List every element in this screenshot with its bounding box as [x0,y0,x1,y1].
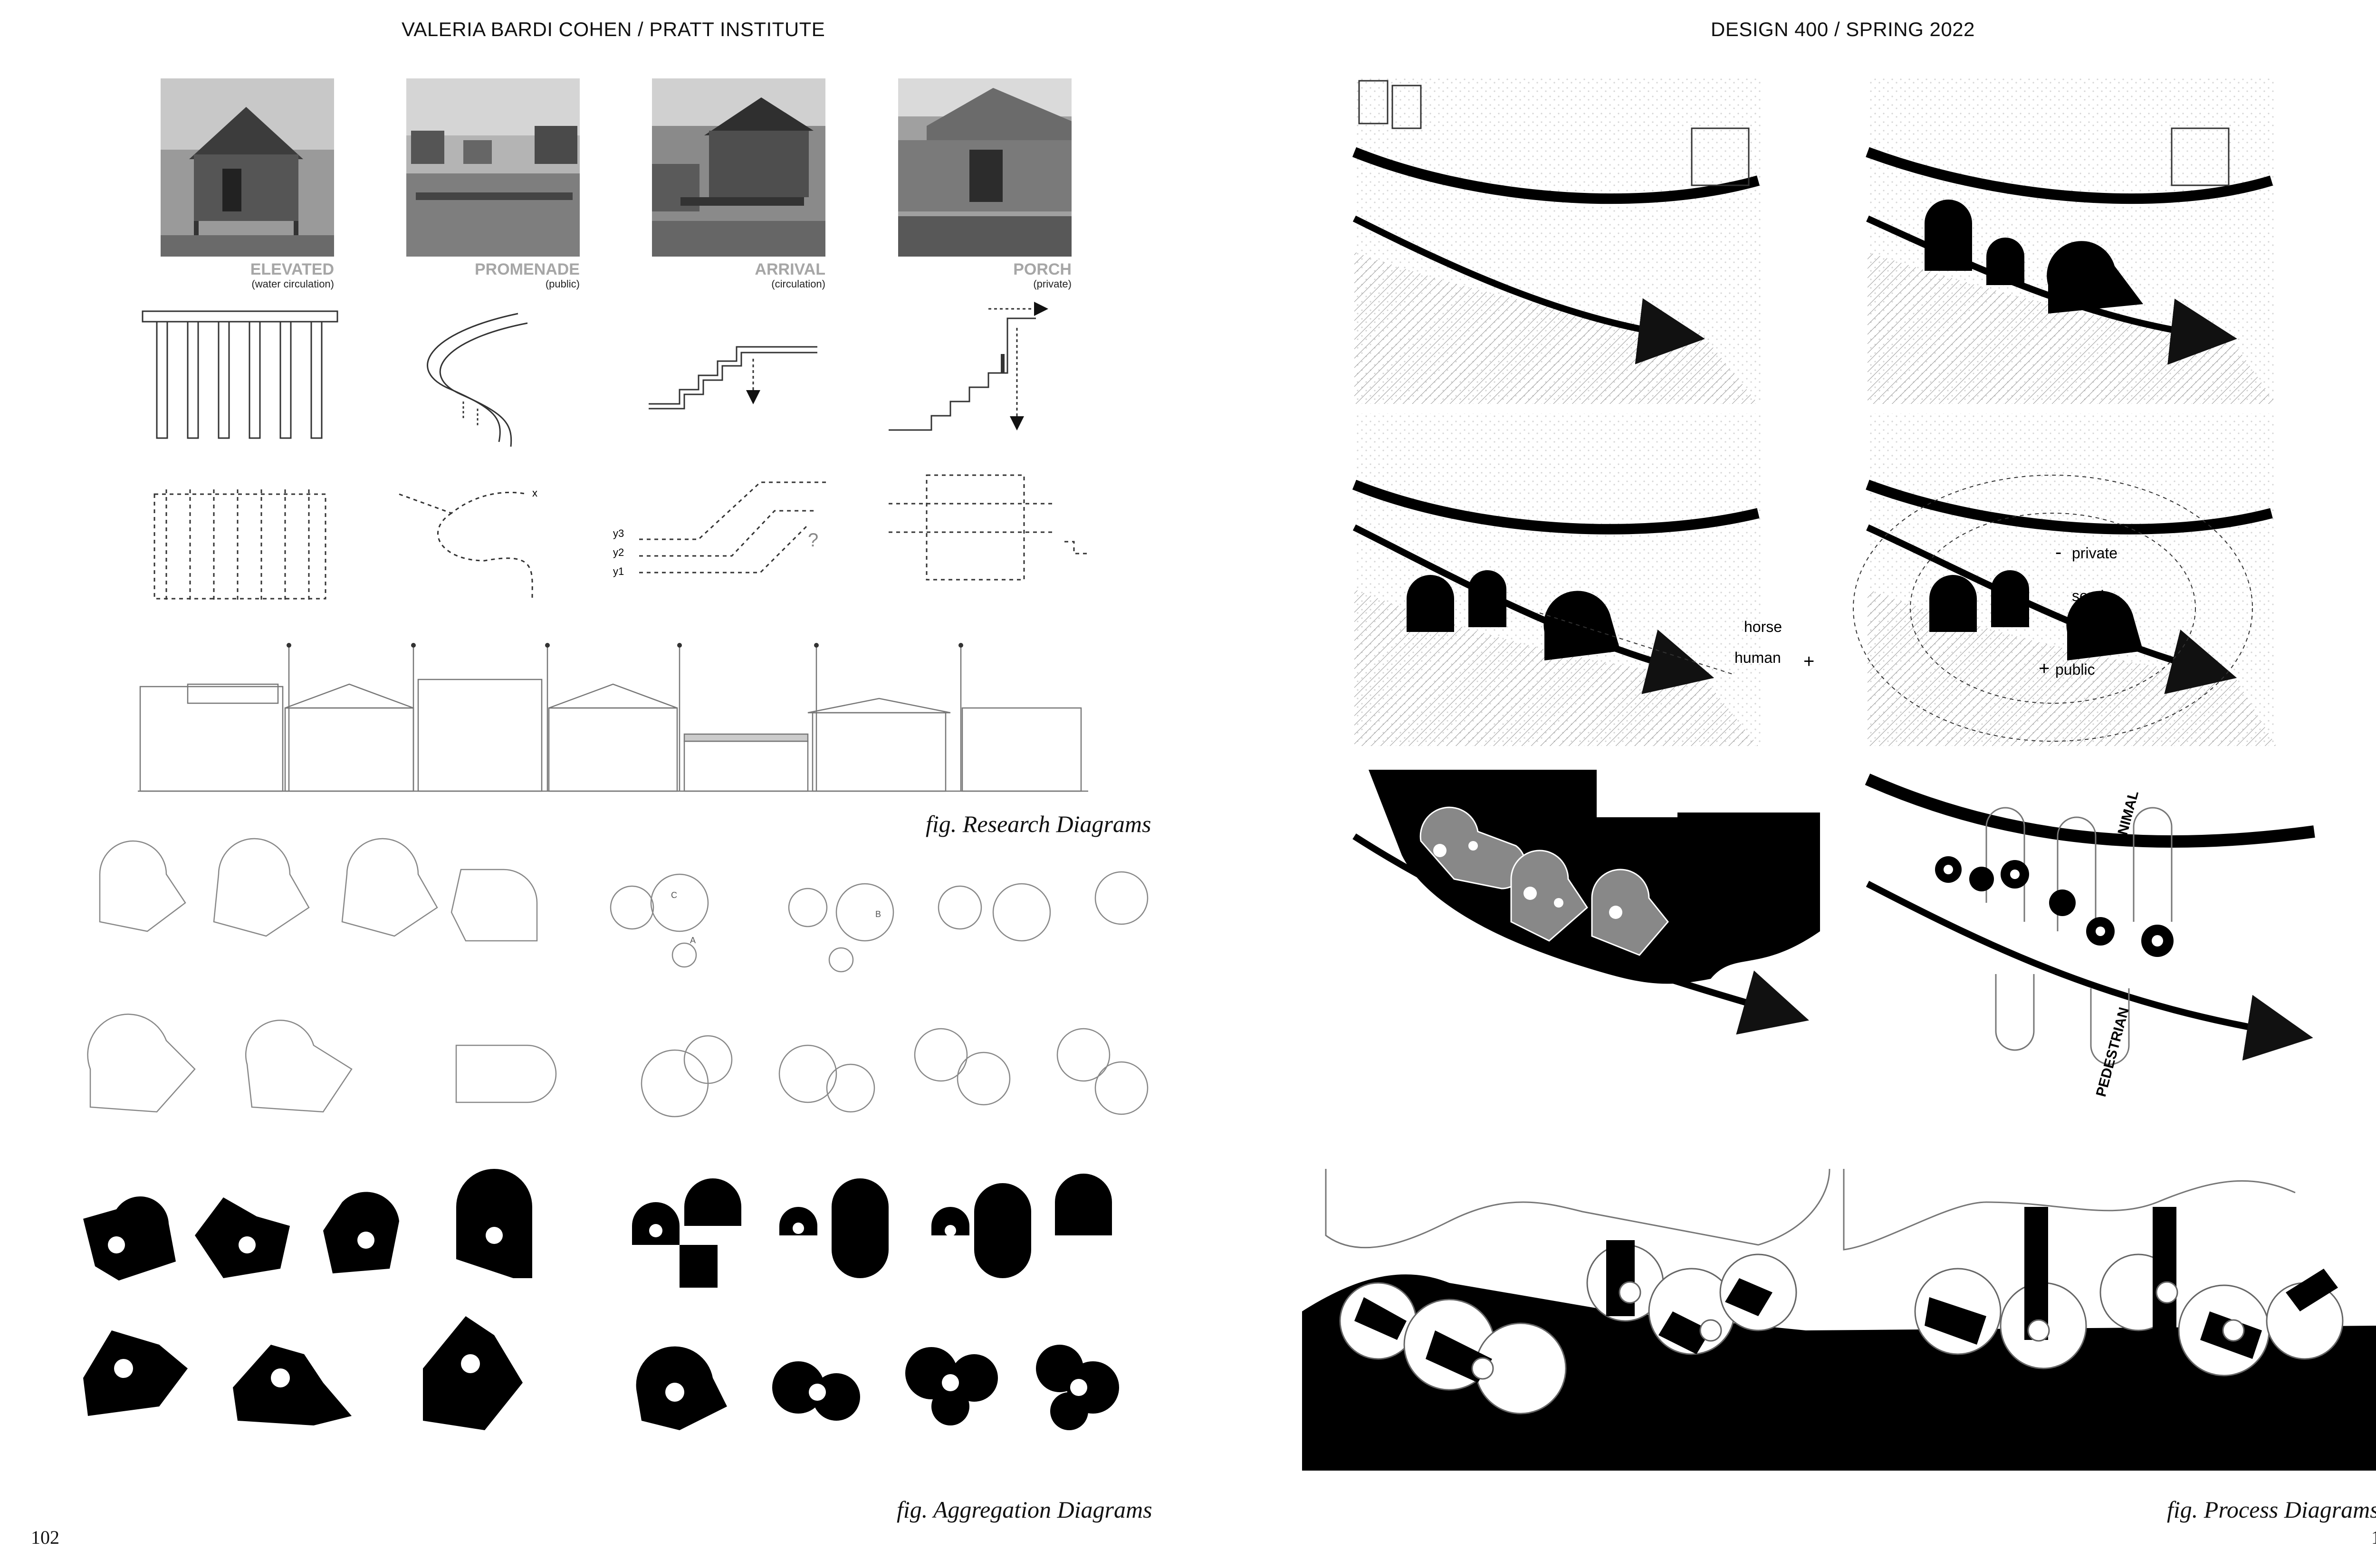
aggregation-line-diagrams [87,838,1149,1118]
axis-label-y3: y3 [613,527,624,539]
elevation-post-dots [287,643,963,648]
site-plan-4 [1853,413,2276,746]
photo-elevated [161,78,334,257]
elevated-circulation-diagram [153,489,326,603]
photo-subtitle-porch: (private) [1033,278,1072,290]
page-number-left: 102 [31,1527,59,1548]
promenade-path-diagram [399,491,533,599]
caption-aggregation: fig. Aggregation Diagrams [897,1496,1152,1523]
site-plan-1 [1352,76,1763,404]
label-public: public [2055,661,2095,678]
label-minus: - [2055,542,2061,563]
header-right: DESIGN 400 / SPRING 2022 [1711,18,1975,40]
axis-label-x: x [532,487,537,499]
arrival-stair-diagram [649,346,817,410]
photo-subtitle-arrival: (circulation) [771,278,825,290]
photo-title-arrival: ARRIVAL [755,260,825,278]
photo-arrival [652,78,825,257]
aggregation-solid-holes [108,1223,1087,1402]
photo-promenade-image [406,78,580,257]
label-private: private [2072,545,2117,562]
photo-title-porch: PORCH [1013,260,1072,278]
header-left: VALERIA BARDI COHEN / PRATT INSTITUTE [402,18,825,40]
photo-porch [898,78,1072,257]
caption-research: fig. Research Diagrams [926,811,1151,837]
photo-subtitle-promenade: (public) [545,278,580,290]
promenade-curve-diagram [427,313,528,447]
elevated-structure-diagram [142,310,338,439]
street-elevation [138,646,1088,792]
label-human: human [1734,649,1781,666]
photo-title-elevated: ELEVATED [250,260,334,278]
arrival-path-diagram [639,481,827,574]
cell-letter-c: C [671,890,677,900]
cell-letter-a: A [690,936,696,945]
question-mark: ? [808,530,818,551]
cell-letter-b: B [875,909,881,919]
site-plan-2 [1866,76,2276,404]
photo-porch-image [898,78,1072,257]
circulation-plan-dark [1352,770,1820,1035]
aggregation-solid-diagrams [83,1169,1119,1430]
label-pedestrian: PEDESTRIAN [2093,1006,2132,1099]
axis-label-y1: y1 [613,565,624,577]
porch-path-diagram [889,474,1088,581]
page-number-right: 103 [2371,1527,2376,1548]
caption-process: fig. Process Diagrams [2167,1496,2376,1523]
photo-title-promenade: PROMENADE [474,260,580,278]
label-plus-public: + [2039,658,2050,679]
photo-arrival-image [652,78,825,257]
porch-stair-diagram [889,302,1048,431]
site-plan-3 [1352,413,1763,746]
axis-label-y2: y2 [613,546,624,558]
label-horse: horse [1744,618,1782,635]
photo-subtitle-elevated: (water circulation) [251,278,334,290]
aggregation-section [1302,1168,2376,1471]
label-plus-human: + [1803,651,1814,672]
photo-promenade [406,78,580,257]
label-semi: semi [2072,587,2104,604]
circulation-plan-light [1865,774,2315,1065]
photo-elevated-image [161,78,334,257]
